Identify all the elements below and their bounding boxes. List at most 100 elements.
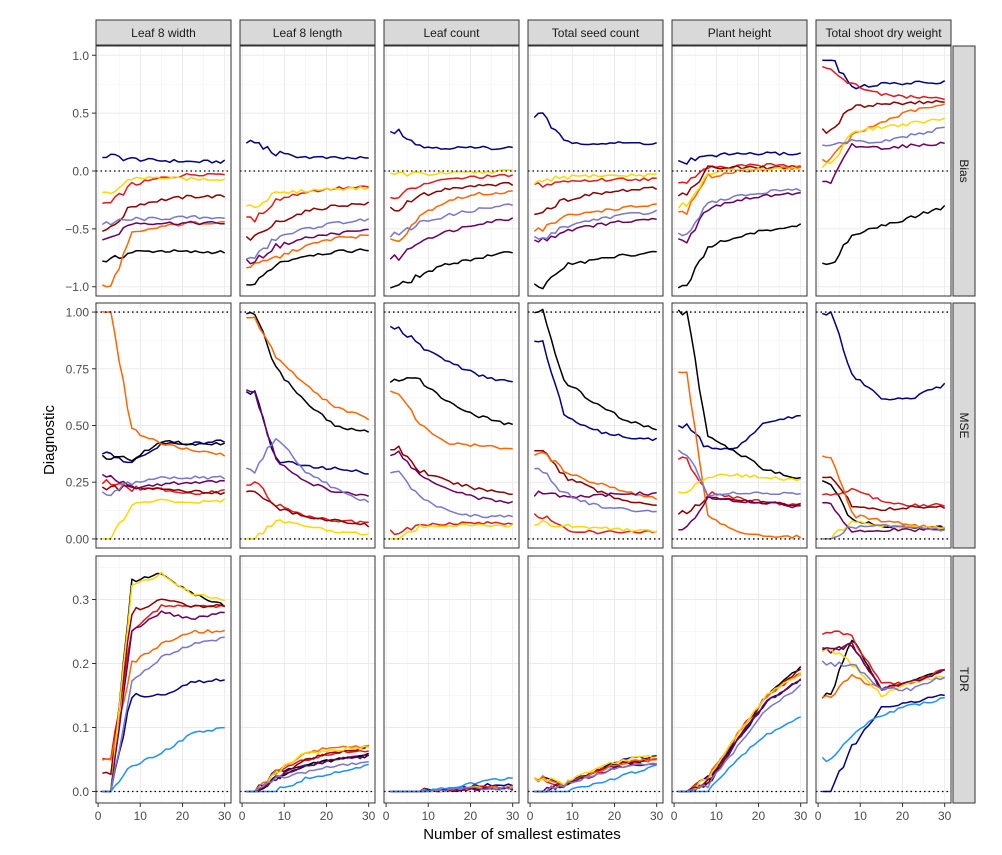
- column-strip: [671, 19, 808, 46]
- panel-border: [383, 302, 520, 549]
- series-line: [102, 310, 226, 457]
- row-strip: [952, 555, 976, 804]
- series-line: [678, 162, 801, 184]
- series-line: [677, 456, 801, 507]
- y-tick-label: 1.00: [66, 306, 90, 320]
- series-line: [822, 204, 946, 266]
- x-tick-label: 20: [464, 809, 478, 823]
- series-line: [102, 176, 225, 195]
- series-line: [246, 438, 370, 504]
- series-line: [822, 476, 946, 512]
- facet-panel: [239, 45, 376, 297]
- series-line: [822, 455, 945, 529]
- series-line: [822, 59, 946, 90]
- row-strip: [952, 302, 976, 549]
- series-line: [102, 153, 226, 164]
- series-line: [389, 181, 514, 212]
- series-line: [246, 519, 369, 540]
- series-line: [533, 173, 657, 185]
- panel-border: [815, 302, 952, 549]
- series-line: [533, 217, 657, 243]
- series-line: [390, 169, 513, 177]
- panel-border: [239, 45, 376, 297]
- series-line: [534, 451, 658, 501]
- facet-panel: [95, 45, 232, 297]
- series-line: [678, 716, 801, 793]
- facet-panel: [671, 302, 808, 549]
- series-line: [246, 218, 370, 260]
- series-line: [245, 201, 370, 241]
- x-tick-label: 20: [320, 809, 334, 823]
- x-tick-label: 10: [278, 809, 292, 823]
- series-line: [533, 490, 657, 499]
- series-line: [101, 215, 225, 226]
- series-line: [678, 672, 802, 793]
- series-line: [821, 660, 946, 692]
- series-line: [390, 470, 513, 519]
- y-tick-label: 0.5: [72, 107, 89, 121]
- y-tick-label: 0.1: [72, 721, 89, 735]
- series-line: [821, 117, 946, 169]
- facet-panel: [239, 302, 376, 549]
- series-line: [678, 473, 801, 494]
- x-tick-label: 30: [506, 809, 520, 823]
- facet-panel: [671, 45, 808, 297]
- x-tick-label: 0: [239, 809, 246, 823]
- facet-panel: [815, 45, 952, 297]
- series-line: [390, 450, 513, 504]
- series-line: [101, 484, 225, 496]
- series-line: [102, 194, 226, 232]
- y-tick-label: −1.0: [65, 280, 89, 294]
- x-axis-title: Number of smallest estimates: [423, 826, 621, 843]
- facet-panel: [95, 302, 232, 549]
- series-line: [246, 763, 369, 793]
- x-tick-label: 0: [671, 809, 678, 823]
- series-line: [246, 234, 369, 269]
- series-line: [534, 762, 657, 793]
- panel-border: [239, 555, 376, 804]
- series-line: [822, 126, 945, 147]
- series-line: [246, 389, 369, 497]
- series-line: [678, 371, 802, 539]
- series-line: [533, 112, 657, 146]
- series-line: [102, 598, 225, 776]
- column-strip: [527, 19, 664, 46]
- panel-border: [239, 302, 376, 549]
- series-line: [102, 571, 225, 793]
- series-line: [821, 99, 945, 134]
- series-line: [390, 173, 513, 200]
- series-line: [534, 186, 658, 216]
- series-line: [533, 209, 658, 240]
- series-line: [534, 519, 657, 533]
- x-tick-label: 0: [383, 809, 390, 823]
- series-line: [678, 684, 802, 793]
- column-strip: [239, 19, 376, 46]
- series-line: [102, 636, 225, 793]
- panel-border: [383, 555, 520, 804]
- x-tick-label: 10: [422, 809, 436, 823]
- facet-panel: [815, 302, 952, 549]
- x-tick-label: 0: [527, 809, 534, 823]
- x-tick-label: 20: [896, 809, 910, 823]
- series-line: [101, 473, 225, 490]
- x-tick-label: 10: [710, 809, 724, 823]
- series-line: [533, 513, 657, 535]
- facet-panel: [815, 555, 952, 804]
- y-tick-label: −0.5: [65, 222, 89, 236]
- x-tick-label: 20: [608, 809, 622, 823]
- series-line: [677, 187, 802, 237]
- y-tick-label: 0.0: [72, 785, 89, 799]
- series-line: [821, 696, 945, 763]
- series-line: [102, 678, 225, 793]
- series-line: [102, 220, 225, 288]
- series-line: [389, 520, 513, 536]
- series-line: [678, 191, 801, 244]
- series-line: [102, 726, 225, 793]
- strips-layer: Bias Leaf 8 width Leaf 8 length Leaf count T…: [95, 19, 976, 804]
- series-line: [677, 309, 801, 480]
- series-line: [821, 647, 945, 698]
- series-line: [246, 760, 369, 793]
- facet-panel: [383, 45, 520, 297]
- panel-border: [815, 555, 952, 804]
- series-line: [534, 340, 658, 442]
